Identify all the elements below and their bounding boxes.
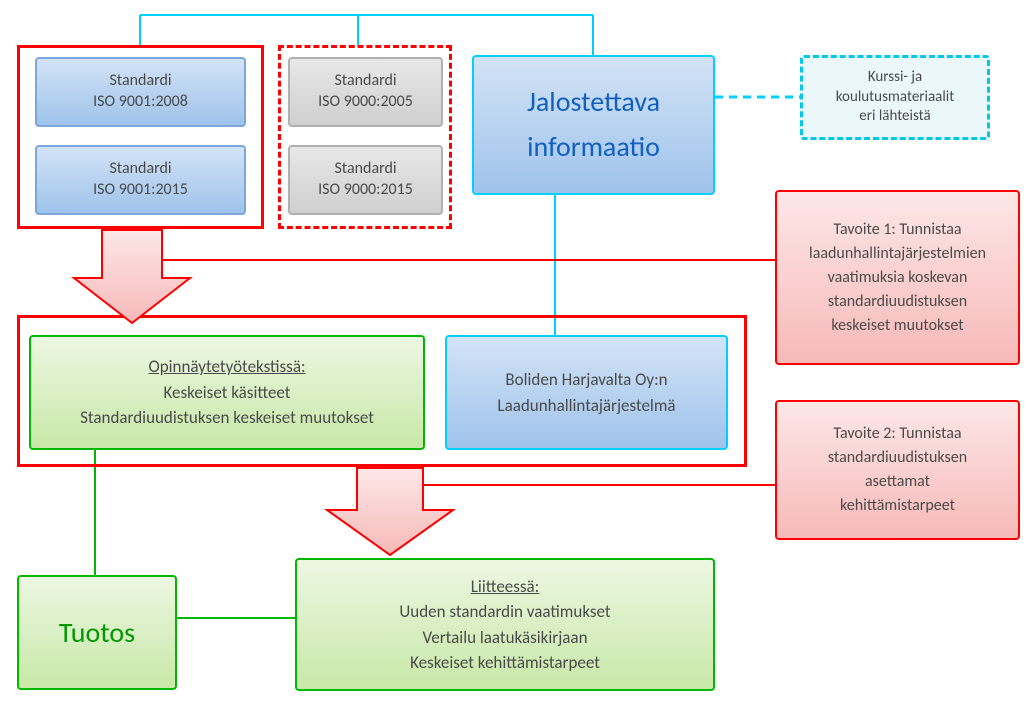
- standard-box-9000-2015: Standardi ISO 9000:2015: [288, 145, 443, 215]
- goal1-box: Tavoite 1: Tunnistaa laadunhallintajärje…: [775, 190, 1020, 365]
- app-l1: Uuden standardin vaatimukset: [399, 599, 610, 625]
- app-l3: Keskeiset kehittämistarpeet: [410, 650, 600, 676]
- bol-l1: Boliden Harjavalta Oy:n: [505, 367, 667, 393]
- std-label: Standardi: [334, 159, 396, 180]
- standard-box-9000-2005: Standardi ISO 9000:2005: [288, 57, 443, 127]
- std-value: ISO 9001:2008: [93, 92, 188, 113]
- materials-box: Kurssi- ja koulutusmateriaalit eri lähte…: [800, 55, 990, 140]
- standard-box-9001-2015: Standardi ISO 9001:2015: [35, 145, 246, 215]
- mat-l1: Kurssi- ja: [868, 68, 922, 88]
- output-box: Tuotos: [17, 575, 177, 690]
- std-label: Standardi: [334, 71, 396, 92]
- info-l2: informaatio: [527, 125, 660, 170]
- boliden-box: Boliden Harjavalta Oy:n Laadunhallintajä…: [445, 335, 728, 450]
- std-value: ISO 9001:2015: [93, 180, 188, 201]
- app-title: Liitteessä:: [471, 574, 539, 600]
- bol-l2: Laadunhallintajärjestelmä: [497, 393, 675, 419]
- g2-l2: standardiuudistuksen: [828, 446, 967, 470]
- thesis-l2: Standardiuudistuksen keskeiset muutokset: [80, 405, 374, 431]
- goal2-box: Tavoite 2: Tunnistaa standardiuudistukse…: [775, 400, 1020, 540]
- std-value: ISO 9000:2015: [318, 180, 413, 201]
- thesis-box: Opinnäytetyötekstissä: Keskeiset käsitte…: [29, 335, 425, 450]
- std-value: ISO 9000:2005: [318, 92, 413, 113]
- g2-l3: asettamat: [865, 470, 930, 494]
- info-l1: Jalostettava: [527, 80, 660, 125]
- appendix-box: Liitteessä: Uuden standardin vaatimukset…: [295, 558, 715, 691]
- thesis-title: Opinnäytetyötekstissä:: [148, 354, 305, 380]
- arrow-down-2: [327, 468, 453, 555]
- standard-box-9001-2008: Standardi ISO 9001:2008: [35, 57, 246, 127]
- g1-l1: Tavoite 1: Tunnistaa: [833, 218, 961, 242]
- mat-l3: eri lähteistä: [859, 107, 930, 127]
- g1-l5: keskeiset muutokset: [831, 314, 963, 338]
- arrow-down-1: [74, 230, 190, 323]
- g2-l4: kehittämistarpeet: [840, 494, 955, 518]
- g2-l1: Tavoite 2: Tunnistaa: [833, 422, 961, 446]
- g1-l2: laadunhallintajärjestelmien: [809, 242, 986, 266]
- output-label: Tuotos: [59, 612, 135, 654]
- thesis-l1: Keskeiset käsitteet: [164, 380, 291, 406]
- info-box: Jalostettava informaatio: [472, 55, 715, 195]
- std-label: Standardi: [109, 71, 171, 92]
- g1-l4: standardiuudistuksen: [828, 290, 967, 314]
- mat-l2: koulutusmateriaalit: [836, 88, 955, 108]
- std-label: Standardi: [109, 159, 171, 180]
- app-l2: Vertailu laatukäsikirjaan: [422, 625, 587, 651]
- g1-l3: vaatimuksia koskevan: [828, 266, 968, 290]
